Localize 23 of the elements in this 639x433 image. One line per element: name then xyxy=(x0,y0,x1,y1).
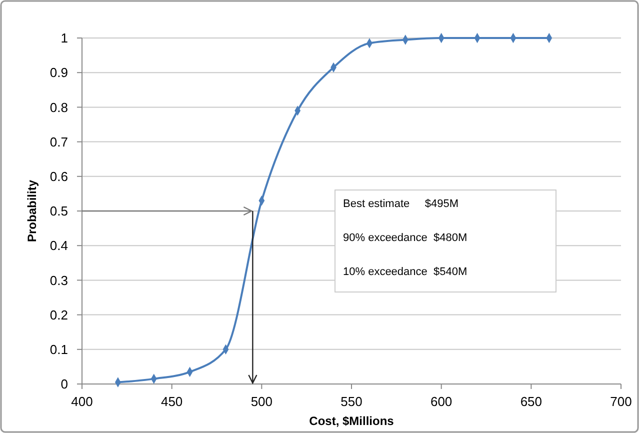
x-tick-label: 650 xyxy=(520,394,542,409)
annotation: 10% exceedance $540M xyxy=(343,266,468,278)
y-tick-label: 0 xyxy=(60,376,68,392)
y-tick-label: 0.4 xyxy=(50,238,68,254)
x-tick-label: 450 xyxy=(160,394,183,409)
y-tick-label: 0.9 xyxy=(50,65,68,80)
y-tick-label: 0.7 xyxy=(50,134,68,150)
x-axis-title: Cost, $Millions xyxy=(309,414,394,428)
y-axis-title: Probability xyxy=(25,180,39,242)
y-tick-label: 0.3 xyxy=(50,272,68,288)
y-tick-label: 0.1 xyxy=(50,342,68,357)
x-tick-label: 700 xyxy=(610,394,632,409)
y-tick-label: 0.8 xyxy=(50,100,68,115)
x-tick-label: 600 xyxy=(430,394,452,409)
y-tick-label: 0.2 xyxy=(50,307,68,322)
y-tick-label: 1 xyxy=(60,30,68,46)
annotation: Best estimate $495M xyxy=(343,198,459,210)
x-tick-label: 400 xyxy=(71,394,93,409)
annotation: 90% exceedance $480M xyxy=(343,232,468,244)
x-tick-label: 550 xyxy=(340,394,362,409)
y-tick-label: 0.6 xyxy=(50,168,68,184)
y-tick-label: 0.5 xyxy=(50,204,68,219)
x-tick-label: 500 xyxy=(250,394,273,409)
